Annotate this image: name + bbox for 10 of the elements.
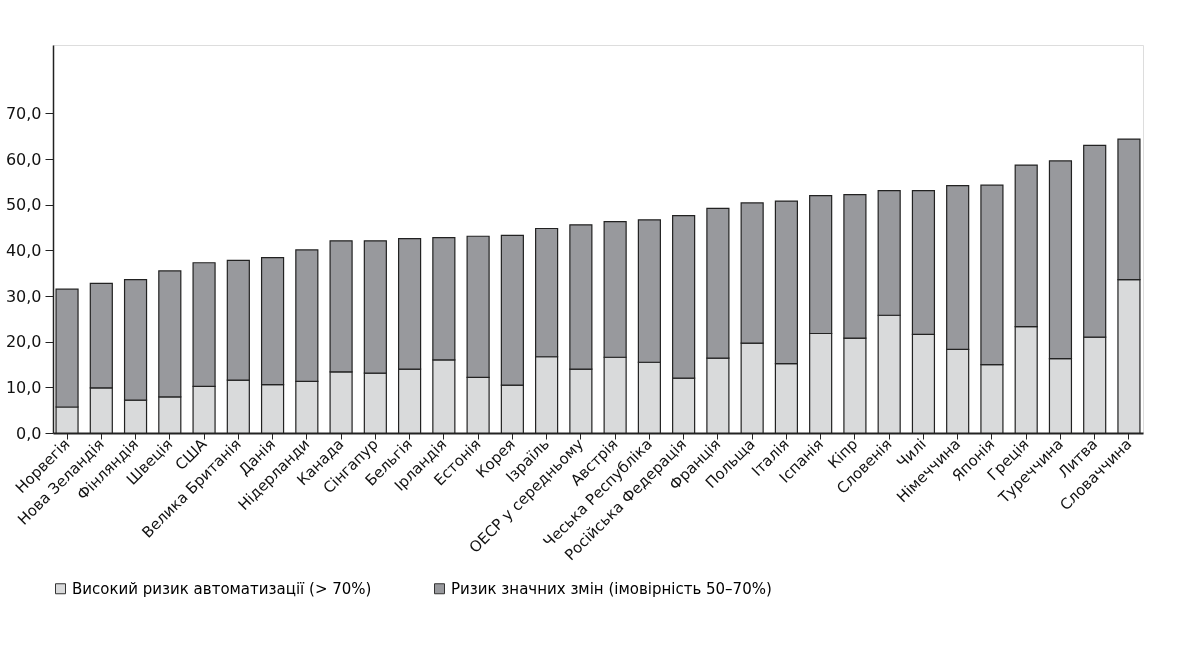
y-tick-label: 50,0 bbox=[5, 195, 42, 215]
y-tick-label: 40,0 bbox=[5, 240, 42, 260]
legend-label: Високий ризик автоматизації (> 70%) bbox=[72, 579, 372, 598]
y-tick-label: 10,0 bbox=[5, 377, 42, 397]
y-tick-label: 30,0 bbox=[5, 286, 42, 306]
y-tick-label: 60,0 bbox=[5, 149, 42, 169]
legend-label: Ризик значних змін (імовірність 50–70%) bbox=[451, 579, 772, 598]
y-tick-label: 70,0 bbox=[5, 103, 42, 123]
y-tick-label: 20,0 bbox=[5, 332, 42, 352]
y-tick-label: 0,0 bbox=[16, 423, 42, 443]
